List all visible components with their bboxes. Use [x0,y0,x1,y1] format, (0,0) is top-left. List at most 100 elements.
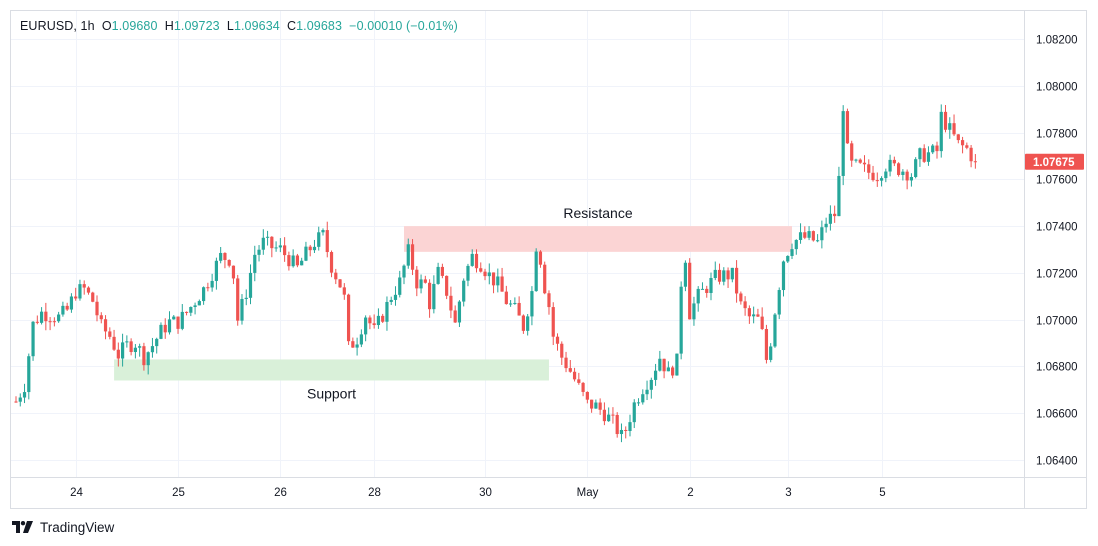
candle-up[interactable] [790,243,794,260]
candle-down[interactable] [44,302,48,331]
candle-down[interactable] [368,315,372,330]
candle-up[interactable] [57,311,61,323]
candle-down[interactable] [726,267,730,288]
candle-up[interactable] [683,260,688,292]
candle-up[interactable] [773,312,777,348]
candle-up[interactable] [786,255,790,263]
candle-up[interactable] [172,315,176,320]
candle-up[interactable] [167,311,172,335]
candle-down[interactable] [598,398,602,415]
candle-up[interactable] [22,383,27,404]
candle-down[interactable] [850,140,854,167]
candle-up[interactable] [641,389,645,405]
candle-up[interactable] [914,157,918,179]
candle-up[interactable] [692,296,696,326]
candle-down[interactable] [35,315,39,325]
candle-down[interactable] [342,283,346,300]
candle-down[interactable] [372,314,376,329]
candle-up[interactable] [653,363,658,386]
candle-down[interactable] [897,162,901,177]
candle-down[interactable] [739,291,743,305]
candle-up[interactable] [824,217,828,233]
candle-up[interactable] [120,333,125,367]
candle-up[interactable] [210,273,214,292]
candle-down[interactable] [74,287,78,301]
candle-up[interactable] [696,286,700,312]
candle-down[interactable] [308,244,312,257]
candle-down[interactable] [564,351,568,373]
candle-down[interactable] [611,407,615,424]
candle-up[interactable] [713,261,717,281]
candle-down[interactable] [760,307,764,331]
candle-down[interactable] [231,265,236,285]
candle-up[interactable] [253,245,257,282]
candle-down[interactable] [943,105,948,133]
candle-down[interactable] [671,365,675,379]
candle-down[interactable] [833,205,837,223]
candle-down[interactable] [223,252,227,269]
candle-up[interactable] [820,220,824,249]
candle-down[interactable] [892,156,896,167]
candle-up[interactable] [436,262,440,285]
candle-up[interactable] [180,304,184,331]
candle-up[interactable] [278,238,282,253]
candle-up[interactable] [666,361,670,372]
candle-up[interactable] [619,423,624,443]
candle-up[interactable] [470,249,474,267]
candle-down[interactable] [184,311,189,316]
candle-up[interactable] [816,234,820,243]
candle-up[interactable] [155,337,159,354]
candle-down[interactable] [705,285,709,298]
candle-down[interactable] [602,402,607,426]
candle-up[interactable] [202,286,206,305]
candle-down[interactable] [295,253,300,268]
candle-up[interactable] [321,228,325,236]
candle-down[interactable] [351,337,355,348]
candle-down[interactable] [86,286,91,295]
candle-up[interactable] [496,268,500,293]
candle-up[interactable] [901,169,905,181]
candle-down[interactable] [585,391,589,404]
candle-down[interactable] [969,145,973,168]
candle-down[interactable] [474,249,479,273]
candle-down[interactable] [329,250,334,278]
candle-up[interactable] [909,173,914,187]
candle-down[interactable] [108,327,112,340]
candle-down[interactable] [624,426,628,439]
candle-up[interactable] [884,168,888,183]
candle-up[interactable] [189,306,193,317]
candle-up[interactable] [794,239,798,255]
candle-up[interactable] [419,274,423,294]
candle-down[interactable] [662,358,666,379]
candle-up[interactable] [854,158,858,163]
candle-down[interactable] [547,290,551,315]
candle-down[interactable] [338,279,342,288]
candle-down[interactable] [743,296,747,316]
candle-up[interactable] [798,223,803,244]
candle-down[interactable] [334,268,338,285]
candle-up[interactable] [700,282,705,290]
candle-up[interactable] [730,267,734,283]
candle-down[interactable] [568,360,572,373]
candle-up[interactable] [948,117,952,139]
candle-down[interactable] [410,239,415,276]
candle-down[interactable] [688,258,692,320]
candle-down[interactable] [922,144,926,163]
candle-up[interactable] [918,147,922,167]
candle-up[interactable] [530,286,534,326]
candle-down[interactable] [581,381,585,397]
candle-down[interactable] [206,282,210,292]
candle-up[interactable] [304,241,308,262]
candle-up[interactable] [146,351,150,375]
candle-up[interactable] [261,229,265,255]
candle-up[interactable] [18,393,22,407]
candle-up[interactable] [645,380,649,401]
candle-up[interactable] [526,313,530,336]
candle-up[interactable] [133,344,137,359]
candle-up[interactable] [244,289,248,306]
candle-up[interactable] [39,307,44,325]
candle-down[interactable] [453,305,457,323]
candle-up[interactable] [364,315,368,342]
candle-up[interactable] [402,264,406,285]
candle-down[interactable] [811,230,815,242]
